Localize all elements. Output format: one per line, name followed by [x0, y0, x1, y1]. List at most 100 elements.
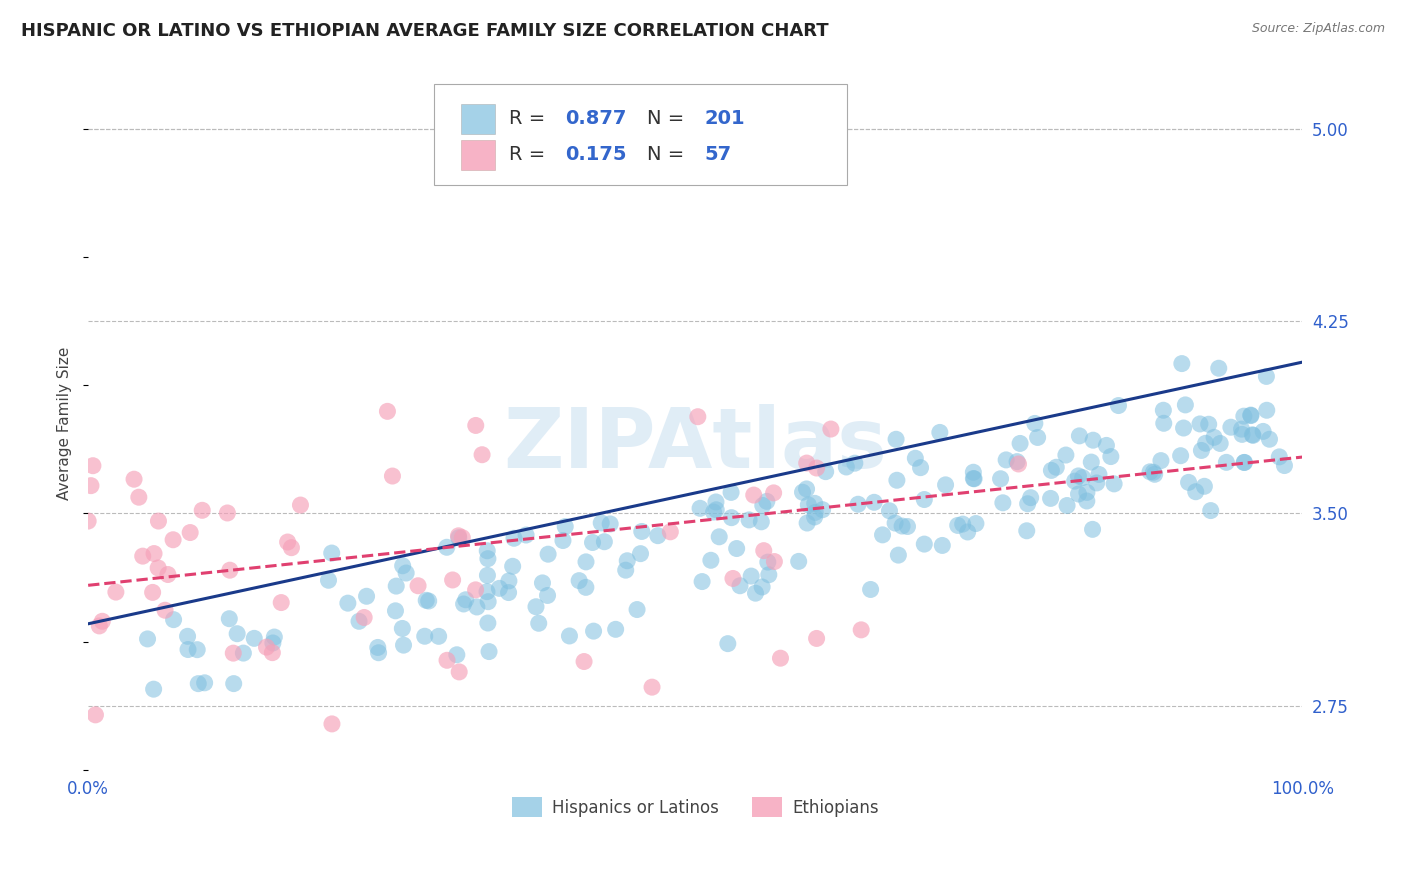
Point: [1067, 487, 1090, 501]
Point: [721, 572, 744, 586]
Point: [962, 465, 984, 479]
Point: [1015, 524, 1038, 538]
Point: [177, 642, 200, 657]
Point: [453, 597, 475, 611]
Point: [575, 555, 598, 569]
Point: [1230, 427, 1253, 442]
Point: [1194, 436, 1216, 450]
Point: [176, 629, 198, 643]
Point: [232, 646, 254, 660]
Point: [884, 516, 907, 530]
Point: [859, 582, 882, 597]
Point: [367, 646, 389, 660]
Point: [336, 596, 359, 610]
Text: 57: 57: [704, 145, 733, 164]
Point: [477, 551, 499, 566]
Point: [1152, 403, 1174, 417]
Point: [1274, 458, 1296, 473]
Point: [769, 651, 792, 665]
Point: [965, 516, 987, 531]
Point: [262, 646, 284, 660]
Point: [1233, 409, 1256, 424]
Point: [704, 495, 727, 509]
Point: [614, 563, 637, 577]
Point: [1268, 450, 1291, 464]
Point: [91, 615, 114, 629]
Point: [1081, 522, 1104, 536]
Point: [222, 646, 245, 660]
Point: [179, 525, 201, 540]
Point: [904, 451, 927, 466]
Point: [886, 473, 908, 487]
Point: [1143, 467, 1166, 482]
Point: [1095, 438, 1118, 452]
Point: [762, 486, 785, 500]
Point: [143, 547, 166, 561]
Point: [1199, 503, 1222, 517]
Point: [763, 555, 786, 569]
Point: [1071, 470, 1094, 484]
Point: [1076, 485, 1098, 500]
Point: [1085, 475, 1108, 490]
Point: [347, 615, 370, 629]
Point: [912, 537, 935, 551]
Point: [1184, 484, 1206, 499]
Point: [1209, 436, 1232, 450]
Point: [256, 640, 278, 654]
Point: [1026, 430, 1049, 444]
Point: [367, 640, 389, 655]
Point: [796, 482, 818, 496]
Point: [89, 619, 111, 633]
Point: [451, 531, 474, 545]
Point: [385, 579, 408, 593]
Point: [262, 636, 284, 650]
Point: [1241, 427, 1264, 442]
Point: [1177, 475, 1199, 490]
Point: [593, 534, 616, 549]
Point: [122, 472, 145, 486]
Point: [77, 514, 100, 528]
Point: [531, 575, 554, 590]
Point: [1153, 417, 1175, 431]
Point: [454, 592, 477, 607]
Point: [1019, 491, 1042, 505]
Point: [186, 642, 208, 657]
Point: [835, 460, 858, 475]
Point: [689, 501, 711, 516]
Point: [884, 432, 907, 446]
Point: [641, 680, 664, 694]
Point: [896, 519, 918, 533]
Point: [1080, 455, 1102, 469]
Point: [704, 502, 727, 516]
Point: [436, 653, 458, 667]
Point: [910, 460, 932, 475]
Point: [728, 579, 751, 593]
Text: Source: ZipAtlas.com: Source: ZipAtlas.com: [1251, 22, 1385, 36]
Point: [441, 573, 464, 587]
Point: [471, 448, 494, 462]
Point: [879, 504, 901, 518]
Point: [626, 602, 648, 616]
Point: [136, 632, 159, 646]
Point: [427, 629, 450, 643]
Point: [1088, 467, 1111, 482]
Point: [1150, 453, 1173, 467]
Point: [811, 502, 834, 516]
Point: [446, 648, 468, 662]
Point: [700, 553, 723, 567]
Point: [391, 558, 413, 573]
Point: [464, 582, 486, 597]
Point: [217, 506, 239, 520]
Point: [1198, 417, 1220, 432]
Point: [1170, 449, 1192, 463]
Point: [744, 586, 766, 600]
Point: [568, 574, 591, 588]
Point: [1240, 409, 1263, 423]
Point: [717, 637, 740, 651]
Point: [1251, 425, 1274, 439]
Point: [1067, 469, 1090, 483]
Point: [156, 567, 179, 582]
Point: [796, 456, 818, 470]
Point: [226, 626, 249, 640]
Point: [751, 580, 773, 594]
